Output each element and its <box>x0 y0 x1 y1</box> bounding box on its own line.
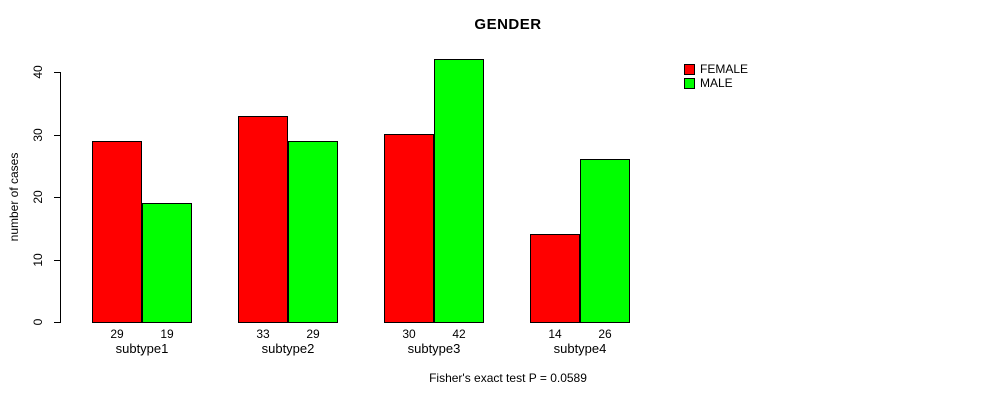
y-axis-tick-label: 0 <box>31 318 45 326</box>
bar-value-label: 29 <box>306 327 320 341</box>
bar-female-subtype3 <box>384 134 434 323</box>
bar-value-label: 26 <box>598 327 612 341</box>
y-axis-tick <box>54 72 60 73</box>
bar-value-label: 33 <box>256 327 270 341</box>
y-axis-tick-label: 10 <box>31 253 45 267</box>
y-axis-tick-label: 20 <box>31 190 45 204</box>
y-axis-tick <box>54 260 60 261</box>
y-axis-line <box>60 72 61 323</box>
category-label-subtype4: subtype4 <box>553 341 607 356</box>
y-axis-label: number of cases <box>7 152 21 242</box>
bar-male-subtype1 <box>142 203 192 323</box>
chart-title: GENDER <box>474 16 542 33</box>
legend-label-female: FEMALE <box>700 62 749 76</box>
fisher-test-caption: Fisher's exact test P = 0.0589 <box>429 371 587 385</box>
legend-item-female: FEMALE <box>684 63 748 75</box>
y-axis-tick <box>54 197 60 198</box>
bar-female-subtype1 <box>92 141 142 323</box>
bar-male-subtype4 <box>580 159 630 323</box>
legend: FEMALE MALE <box>684 63 748 91</box>
bar-value-label: 14 <box>548 327 562 341</box>
bar-value-label: 42 <box>452 327 466 341</box>
legend-item-male: MALE <box>684 77 748 89</box>
category-label-subtype2: subtype2 <box>261 341 315 356</box>
bar-value-label: 30 <box>402 327 416 341</box>
bar-value-label: 29 <box>110 327 124 341</box>
y-axis-tick <box>54 135 60 136</box>
y-axis-tick <box>54 322 60 323</box>
category-label-subtype3: subtype3 <box>407 341 461 356</box>
category-label-subtype1: subtype1 <box>115 341 169 356</box>
y-axis-tick-label: 30 <box>31 128 45 142</box>
bar-female-subtype2 <box>238 116 288 323</box>
legend-label-male: MALE <box>700 76 733 90</box>
bar-male-subtype3 <box>434 59 484 323</box>
bar-male-subtype2 <box>288 141 338 323</box>
bar-female-subtype4 <box>530 234 580 323</box>
legend-swatch-female <box>684 63 695 75</box>
bar-value-label: 19 <box>160 327 174 341</box>
legend-swatch-male <box>684 77 695 89</box>
y-axis-tick-label: 40 <box>31 65 45 79</box>
